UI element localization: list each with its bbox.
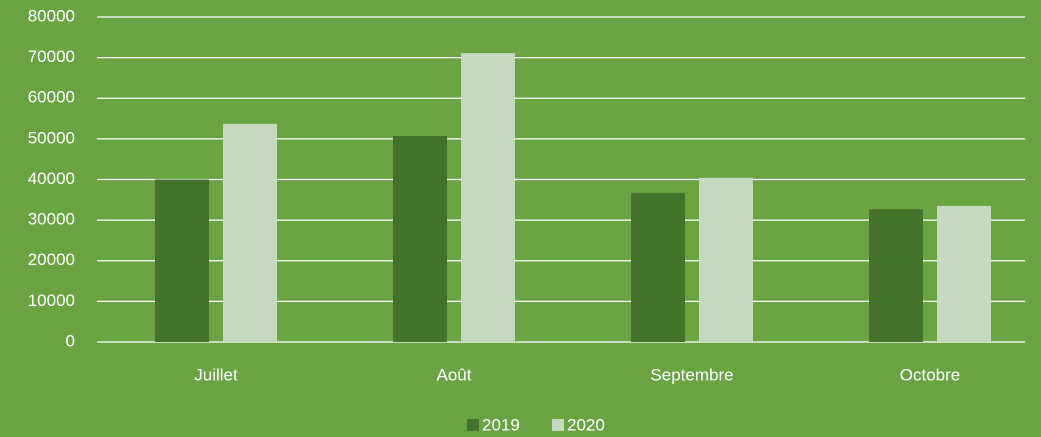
legend-label: 2019 <box>482 415 520 434</box>
legend-swatch <box>552 419 564 431</box>
y-tick-label: 10000 <box>28 291 75 310</box>
bar <box>937 205 991 342</box>
y-tick-label: 70000 <box>28 47 75 66</box>
legend-label: 2020 <box>567 415 605 434</box>
y-tick-label: 60000 <box>28 88 75 107</box>
bar <box>699 177 753 342</box>
y-tick-label: 0 <box>66 331 75 350</box>
y-tick-label: 20000 <box>28 250 75 269</box>
y-tick-label: 80000 <box>28 6 75 25</box>
bar <box>461 53 515 342</box>
bar <box>223 123 277 342</box>
bar <box>869 209 923 342</box>
y-tick-label: 30000 <box>28 210 75 229</box>
bar <box>393 136 447 342</box>
y-tick-label: 40000 <box>28 169 75 188</box>
bar <box>155 179 209 342</box>
x-tick-label: Octobre <box>900 365 960 384</box>
legend-swatch <box>467 419 479 431</box>
x-tick-label: Août <box>437 365 472 384</box>
y-tick-label: 50000 <box>28 128 75 147</box>
bar <box>631 192 685 342</box>
x-tick-label: Juillet <box>194 365 238 384</box>
x-tick-label: Septembre <box>650 365 733 384</box>
